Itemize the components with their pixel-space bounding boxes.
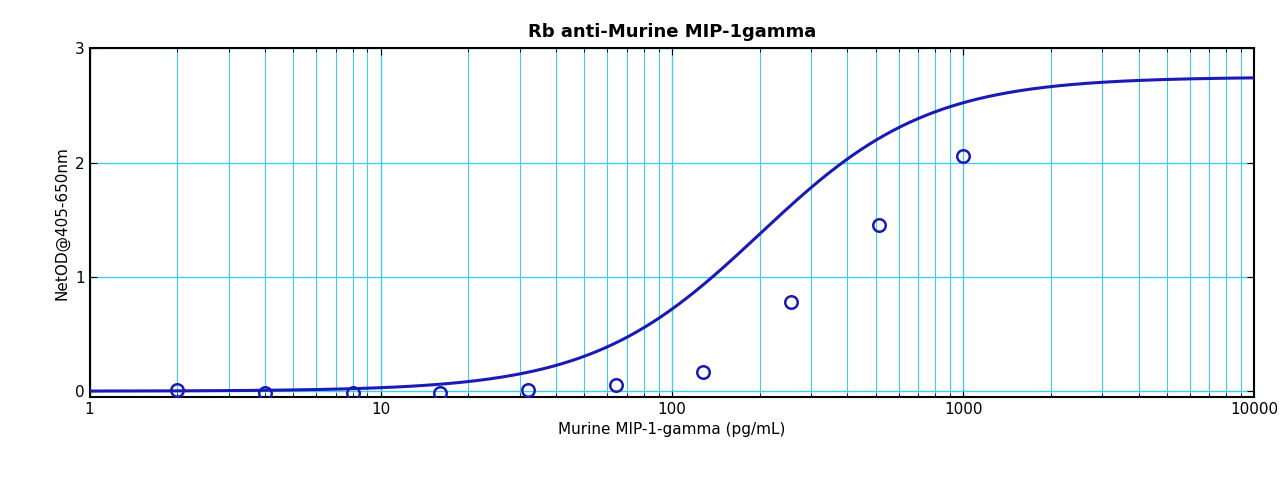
Y-axis label: NetOD@405-650nm: NetOD@405-650nm <box>54 146 69 300</box>
X-axis label: Murine MIP-1-gamma (pg/mL): Murine MIP-1-gamma (pg/mL) <box>558 423 786 438</box>
Title: Rb anti-Murine MIP-1gamma: Rb anti-Murine MIP-1gamma <box>527 23 817 41</box>
